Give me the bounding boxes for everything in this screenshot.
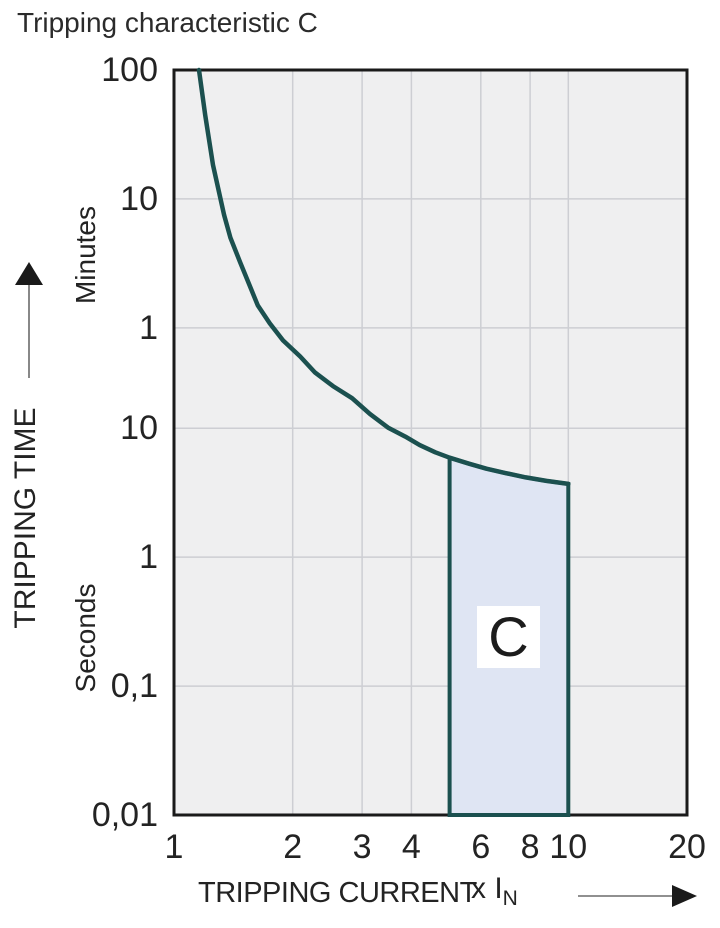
tripping-curve: [196, 67, 571, 487]
x-axis-unit: x IN: [471, 872, 518, 910]
x-tick-label-8: 8: [520, 828, 540, 866]
region-c-label-box: C: [477, 606, 540, 668]
y-tick-label-seconds-1: 1: [139, 538, 158, 577]
plot-frame: [172, 68, 689, 817]
y-tick-label-minutes-1: 1: [139, 308, 158, 347]
figure-title: Tripping characteristic C: [17, 7, 318, 38]
x-tick-label-4: 4: [401, 828, 421, 866]
x-axis-unit-subscript: N: [502, 887, 518, 910]
y-tick-label-seconds-10: 10: [120, 409, 158, 448]
x-tick-label-10: 10: [549, 828, 588, 866]
x-tick-label-2: 2: [283, 828, 303, 866]
x-tick-label-1: 1: [164, 828, 184, 866]
y-tick-label-seconds-0_01: 0,01: [91, 796, 158, 834]
y-tick-label-minutes-10: 10: [120, 179, 158, 218]
y-axis-up-arrow-icon: [15, 262, 43, 378]
x-tick-label-20: 20: [668, 828, 706, 866]
y-axis-unit-minutes: Minutes: [70, 205, 101, 305]
x-axis-title: TRIPPING CURRENT: [198, 877, 477, 909]
plot-background: [174, 70, 687, 815]
x-tick-label-3: 3: [352, 828, 372, 866]
y-tick-label-seconds-0_1: 0,1: [110, 667, 158, 706]
region-c-label: C: [488, 605, 529, 668]
y-tick-label-minutes-100: 100: [101, 51, 158, 89]
x-tick-label-6: 6: [471, 828, 491, 866]
y-axis-unit-seconds: Seconds: [70, 583, 101, 693]
x-axis-right-arrow-icon: [578, 885, 697, 907]
y-axis-title: TRIPPING TIME: [9, 407, 42, 629]
